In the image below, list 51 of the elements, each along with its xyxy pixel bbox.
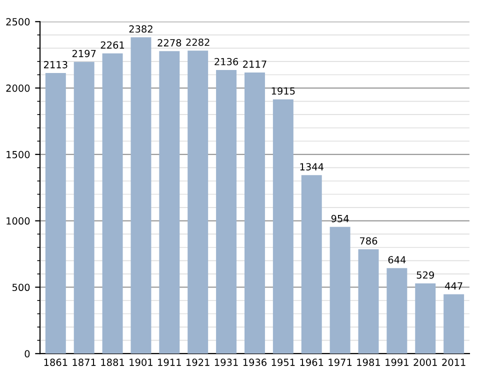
x-tick-label: 1936 — [243, 358, 266, 366]
data-label: 2282 — [186, 38, 210, 46]
data-label: 644 — [388, 256, 406, 264]
bar — [330, 226, 350, 354]
bar — [216, 70, 237, 354]
y-tick-label: 1000 — [6, 217, 30, 225]
data-label: 2197 — [72, 50, 96, 58]
x-tick-label: 1981 — [357, 358, 380, 366]
x-tick-label: 1901 — [130, 358, 152, 366]
x-tick-label: 2011 — [442, 358, 466, 366]
bar — [244, 72, 265, 354]
x-tick-label: 1911 — [158, 358, 181, 366]
bar — [444, 294, 464, 354]
bar — [188, 50, 208, 354]
data-label: 954 — [331, 214, 349, 222]
x-tick-label: 2001 — [414, 358, 437, 366]
y-tick-label: 2000 — [6, 84, 30, 92]
data-label: 2261 — [100, 41, 124, 49]
y-tick-label: 1500 — [6, 150, 30, 158]
data-label: 2117 — [243, 60, 266, 68]
data-label: 447 — [445, 282, 462, 290]
data-label: 2278 — [158, 39, 182, 46]
bar — [74, 62, 94, 354]
x-tick-label: 1871 — [72, 358, 96, 366]
bar — [159, 51, 180, 354]
data-label: 786 — [360, 237, 378, 245]
y-tick-label: 0 — [24, 350, 30, 358]
bar — [45, 73, 66, 354]
bar — [301, 175, 322, 354]
x-tick-label: 1931 — [214, 358, 238, 366]
y-tick-label: 2500 — [6, 18, 30, 26]
data-label: 2113 — [44, 61, 68, 68]
data-label: 2136 — [214, 58, 238, 66]
bar — [415, 283, 436, 354]
x-tick-label: 1881 — [101, 358, 124, 366]
bar — [358, 249, 379, 354]
data-label: 2382 — [129, 25, 152, 33]
x-tick-label: 1991 — [386, 358, 408, 366]
bar — [130, 37, 152, 354]
data-label: 1915 — [272, 87, 295, 95]
data-label: 1344 — [300, 163, 324, 170]
y-tick-label: 500 — [12, 284, 30, 292]
x-tick-label: 1861 — [44, 358, 68, 366]
x-tick-label: 1961 — [300, 358, 324, 366]
x-tick-label: 1971 — [328, 358, 352, 366]
bar — [272, 99, 294, 354]
x-tick-label: 1951 — [272, 358, 295, 366]
bar — [386, 268, 408, 354]
x-tick-label: 1921 — [186, 358, 210, 366]
bar — [102, 53, 123, 354]
data-label: 529 — [416, 271, 434, 279]
